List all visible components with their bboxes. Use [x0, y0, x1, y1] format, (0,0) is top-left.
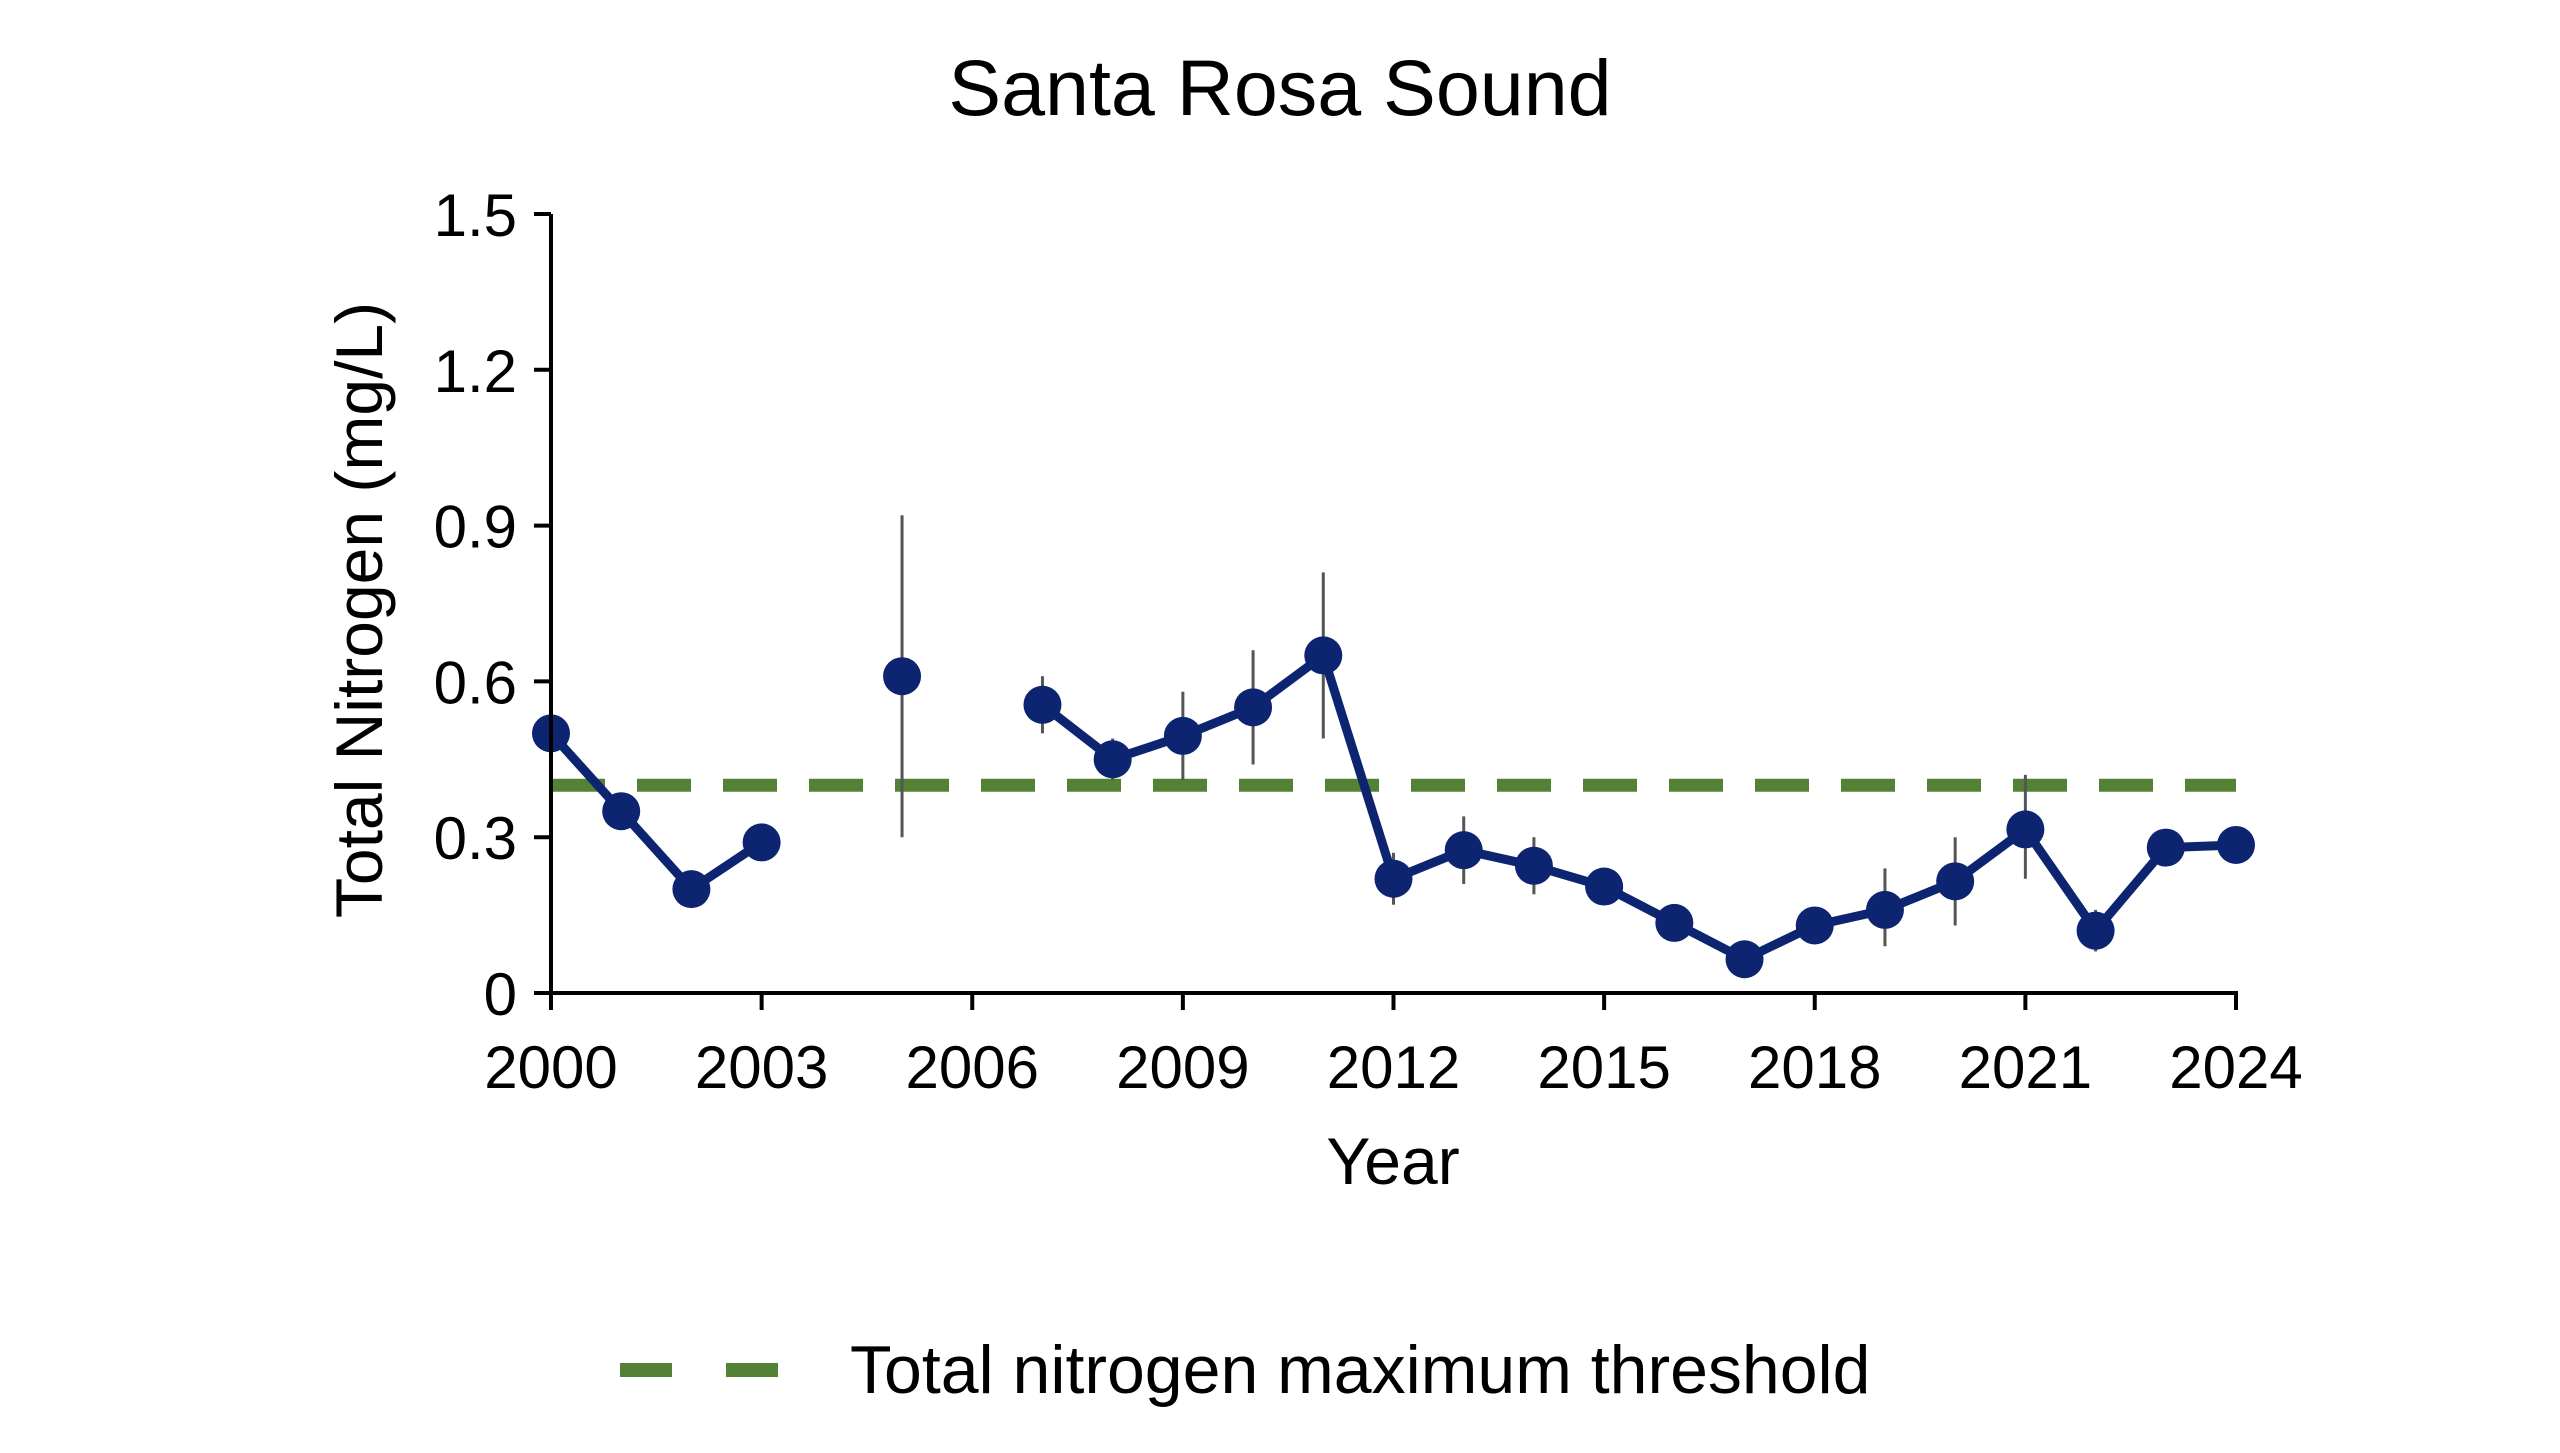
data-point-2019	[1865, 890, 1904, 929]
data-point-2014	[1514, 846, 1553, 885]
x-tick-label-2006: 2006	[906, 1034, 1039, 1101]
y-tick-label-0.6: 0.6	[434, 649, 517, 716]
legend-threshold-label: Total nitrogen maximum threshold	[850, 1332, 1871, 1408]
y-axis-label: Total Nitrogen (mg/L)	[322, 302, 396, 918]
data-point-2024	[2217, 825, 2255, 864]
data-point-2021	[2006, 810, 2045, 849]
x-tick-label-2003: 2003	[695, 1034, 828, 1101]
data-point-2018	[1795, 906, 1834, 945]
series-line-segment	[547, 730, 765, 894]
line-layer	[547, 650, 2237, 964]
chart-title: Santa Rosa Sound	[948, 43, 1612, 132]
x-tick-label-2000: 2000	[484, 1034, 617, 1101]
data-point-2023	[2146, 828, 2185, 867]
tick-label-layer: 0 0.3 0.6 0.9 1.2 1.5 2000 2003 2006 2009 2012 2015…	[434, 182, 2303, 1101]
x-axis-label: Year	[1326, 1124, 1459, 1198]
data-point-2010	[1234, 688, 1273, 727]
data-point-2002	[672, 870, 711, 909]
data-point-2013	[1444, 831, 1483, 870]
x-tick-label-2009: 2009	[1116, 1034, 1249, 1101]
series-line-segment	[1039, 650, 2237, 964]
legend-threshold-swatch	[620, 1363, 780, 1377]
y-tick-label-0.3: 0.3	[434, 805, 517, 872]
x-tick-label-2024: 2024	[2169, 1034, 2302, 1101]
x-tick-label-2018: 2018	[1748, 1034, 1881, 1101]
legend: Total nitrogen maximum threshold	[620, 1330, 1870, 1410]
data-point-2001	[602, 792, 641, 831]
x-tick-label-2015: 2015	[1537, 1034, 1670, 1101]
data-point-2009	[1163, 716, 1202, 755]
x-tick-label-2012: 2012	[1327, 1034, 1460, 1101]
data-point-2015	[1585, 867, 1624, 906]
data-point-2017	[1725, 940, 1764, 979]
data-point-2005	[883, 657, 922, 696]
data-point-2012	[1374, 859, 1413, 898]
data-point-2022	[2076, 911, 2115, 950]
data-point-2011	[1304, 636, 1343, 675]
y-tick-label-1.2: 1.2	[434, 338, 517, 405]
data-point-2008	[1093, 740, 1132, 779]
y-tick-label-0: 0	[484, 961, 517, 1028]
x-tick-label-2021: 2021	[1959, 1034, 2092, 1101]
data-point-2020	[1936, 862, 1975, 901]
data-point-2003	[742, 823, 781, 862]
data-point-2007	[1023, 685, 1062, 724]
y-tick-label-1.5: 1.5	[434, 182, 517, 249]
y-tick-label-0.9: 0.9	[434, 494, 517, 561]
marker-layer	[532, 636, 2255, 979]
data-point-2016	[1655, 903, 1694, 942]
axes-layer	[534, 212, 2238, 1010]
